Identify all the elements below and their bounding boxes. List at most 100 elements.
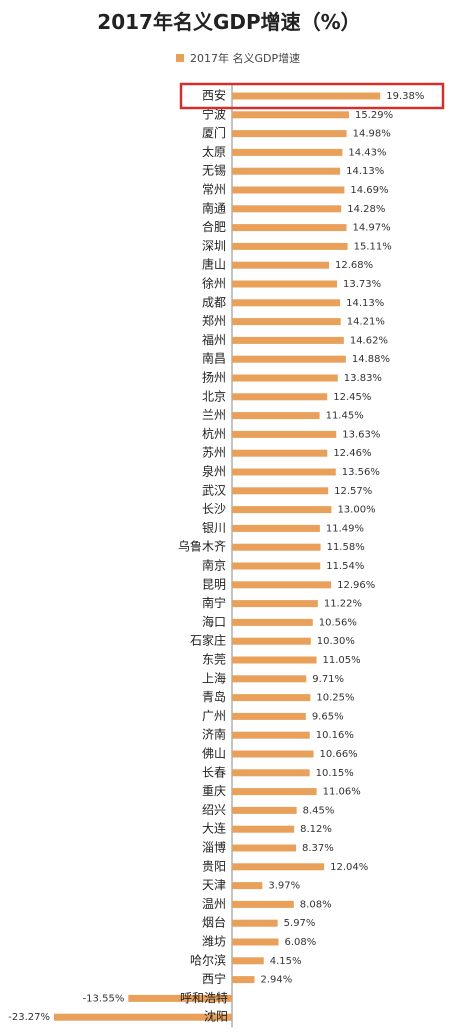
value-label: 12.45% [333,392,371,403]
bar [232,543,321,551]
bar [232,637,311,645]
category-label: 天津 [202,878,226,892]
value-label: 14.98% [353,129,391,140]
category-label: 沈阳 [204,1009,228,1024]
bar [232,675,307,683]
bar [232,280,338,288]
bar [232,299,341,307]
category-label: 大连 [202,821,226,836]
legend-label: 2017年 名义GDP增速 [190,52,301,65]
value-label: 12.04% [330,862,368,873]
category-label: 东莞 [202,653,226,667]
bar [232,731,310,739]
category-label: 绍兴 [202,803,226,817]
category-label: 南通 [202,200,226,215]
bar [232,318,341,326]
bar [232,581,332,589]
bar [232,449,328,457]
bar [232,694,311,702]
legend: 2017年 名义GDP增速 [176,50,300,66]
value-label: 12.68% [335,260,373,271]
category-label: 青岛 [202,689,226,704]
category-label: 温州 [202,897,226,911]
bar [232,111,349,119]
bar [232,186,345,194]
bar [232,336,344,344]
value-label: 10.15% [316,768,354,779]
category-label: 乌鲁木齐 [178,539,226,554]
bar [232,242,348,250]
category-label: 南宁 [202,595,226,610]
category-label: 昆明 [202,577,226,591]
chart-title: 2017年名义GDP增速（%） [97,10,361,34]
bar [232,430,337,438]
value-label: 2.94% [260,975,292,986]
value-label: 5.97% [284,918,316,929]
category-label: 南京 [202,558,226,573]
category-label: 深圳 [202,239,226,253]
bar [232,957,264,965]
value-label: 11.58% [327,542,365,553]
category-label: 合肥 [202,219,226,234]
bar [232,205,342,213]
category-label: 广州 [202,709,226,723]
category-label: 哈尔滨 [190,952,226,967]
value-label: 3.97% [268,881,300,892]
value-label: 11.49% [326,523,364,534]
bar [232,374,338,382]
bar [232,656,317,664]
category-label: 西宁 [202,971,226,986]
bar [232,393,328,401]
value-label: 8.45% [303,805,335,816]
category-label: 济南 [202,727,226,742]
category-label: 北京 [202,389,226,403]
value-label: 10.30% [317,636,355,647]
category-label: 长沙 [202,502,226,516]
value-label: 11.06% [323,787,361,798]
category-label: 重庆 [202,784,226,798]
bar [232,712,306,720]
category-label: 成都 [202,295,226,309]
value-label: 15.29% [355,110,393,121]
bar [232,938,279,946]
category-label: 泉州 [202,465,226,479]
category-label: 烟台 [202,915,226,930]
value-label: 9.65% [312,711,344,722]
bar [232,618,313,626]
category-label: 呼和浩特 [180,990,228,1005]
bar [232,882,263,890]
value-label: 10.66% [320,749,358,760]
bar [232,167,341,175]
category-label: 郑州 [202,313,226,328]
value-label: 11.45% [326,411,364,422]
category-label: 长春 [202,765,226,779]
category-label: 兰州 [202,408,226,422]
value-label: 14.88% [352,354,390,365]
value-label: 12.57% [334,486,372,497]
category-label: 宁波 [202,106,226,121]
legend-swatch [176,54,184,62]
category-label: 太原 [202,144,226,159]
value-label: 6.08% [285,937,317,948]
value-label: 11.05% [323,655,361,666]
value-label: 14.97% [353,223,391,234]
category-label: 潍坊 [202,934,226,949]
value-label: 14.28% [347,204,385,215]
category-label: 海口 [202,614,226,629]
bar [232,919,278,927]
category-label: 常州 [202,183,226,197]
bar [232,224,347,232]
value-label: 4.15% [270,956,302,967]
category-label: 银川 [202,521,226,535]
value-label: 10.56% [319,617,357,628]
value-label: 19.38% [386,91,424,102]
bar [232,976,255,984]
highlight-box [179,82,445,110]
value-label: -23.27% [8,1012,50,1023]
value-label: -13.55% [83,993,125,1004]
value-label: 8.12% [300,824,332,835]
category-label: 南昌 [202,351,226,366]
value-label: 14.13% [346,298,384,309]
bar [232,788,317,796]
bar [232,806,297,814]
